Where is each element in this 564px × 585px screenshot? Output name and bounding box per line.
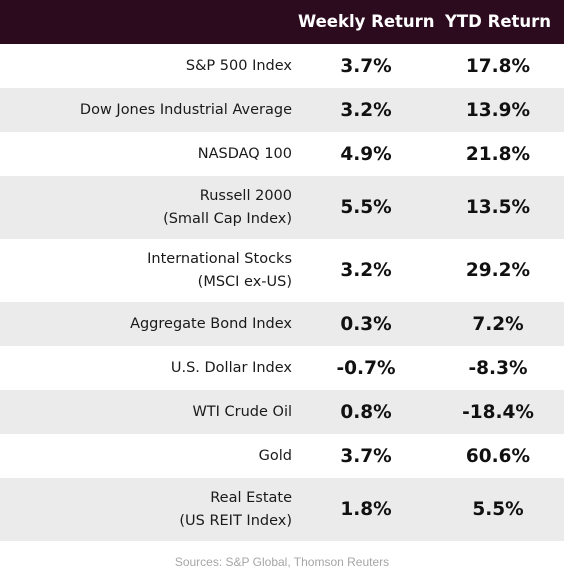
table-row: U.S. Dollar Index -0.7% -8.3% (0, 346, 564, 390)
row-label-line: Aggregate Bond Index (130, 315, 292, 332)
sources-footnote: Sources: S&P Global, Thomson Reuters (174, 555, 390, 569)
ytd-return-value: 7.2% (472, 313, 524, 335)
ytd-return-value: 21.8% (465, 143, 531, 165)
row-label: Real Estate (US REIT Index) (0, 478, 292, 541)
ytd-return-value: 29.2% (465, 260, 531, 281)
ytd-return-value: 13.9% (465, 99, 531, 121)
ytd-return-value: -18.4% (462, 401, 534, 423)
weekly-return-value: 5.5% (340, 197, 392, 218)
row-label: U.S. Dollar Index (0, 346, 292, 390)
row-label: WTI Crude Oil (0, 390, 292, 434)
table-body: S&P 500 Index 3.7% 17.8% Dow Jones Industri… (0, 44, 564, 541)
ytd-return-value: 17.8% (465, 55, 531, 77)
weekly-return-header: Weekly Return (298, 12, 435, 31)
weekly-return-value: 0.8% (340, 401, 392, 423)
row-label-line: Gold (258, 447, 292, 464)
row-label: Dow Jones Industrial Average (0, 88, 292, 132)
row-label-line: (MSCI ex-US) (197, 273, 292, 290)
row-label-line: U.S. Dollar Index (170, 359, 292, 376)
row-label-line: Russell 2000 (199, 187, 292, 204)
weekly-return-value: 1.8% (340, 499, 392, 520)
row-label: International Stocks (MSCI ex-US) (0, 239, 292, 302)
row-label: Gold (0, 434, 292, 478)
row-label: Russell 2000 (Small Cap Index) (0, 176, 292, 239)
table-row: Real Estate (US REIT Index) 1.8% 5.5% (0, 478, 564, 541)
ytd-return-value: 5.5% (472, 499, 524, 520)
weekly-return-value: 0.3% (340, 313, 392, 335)
row-label-line: NASDAQ 100 (197, 145, 292, 162)
table-row: Russell 2000 (Small Cap Index) 5.5% 13.5% (0, 176, 564, 239)
weekly-return-value: 3.7% (340, 445, 392, 467)
row-label: NASDAQ 100 (0, 132, 292, 176)
row-label-line: (Small Cap Index) (163, 210, 292, 227)
weekly-return-value: -0.7% (336, 357, 396, 379)
table-row: NASDAQ 100 4.9% 21.8% (0, 132, 564, 176)
row-label-line: International Stocks (147, 250, 292, 267)
row-label-line: Real Estate (210, 489, 292, 506)
weekly-return-value: 3.7% (340, 55, 392, 77)
ytd-return-value: 60.6% (465, 445, 531, 467)
row-label-line: (US REIT Index) (179, 512, 292, 529)
row-label-line: S&P 500 Index (185, 57, 292, 74)
table-row: Gold 3.7% 60.6% (0, 434, 564, 478)
ytd-return-header: YTD Return (444, 12, 552, 31)
table-row: WTI Crude Oil 0.8% -18.4% (0, 390, 564, 434)
table-row: S&P 500 Index 3.7% 17.8% (0, 44, 564, 88)
ytd-return-value: -8.3% (468, 357, 528, 379)
row-label: Aggregate Bond Index (0, 302, 292, 346)
row-label: S&P 500 Index (0, 44, 292, 88)
row-label-line: WTI Crude Oil (192, 403, 292, 420)
ytd-return-value: 13.5% (465, 197, 531, 218)
table-row: Aggregate Bond Index 0.3% 7.2% (0, 302, 564, 346)
table-header: Weekly Return YTD Return (0, 0, 564, 44)
table-row: International Stocks (MSCI ex-US) 3.2% 29.2… (0, 239, 564, 302)
weekly-return-value: 3.2% (340, 260, 392, 281)
weekly-return-value: 3.2% (340, 99, 392, 121)
row-label-line: Dow Jones Industrial Average (79, 101, 292, 118)
weekly-return-value: 4.9% (340, 143, 392, 165)
table-row: Dow Jones Industrial Average 3.2% 13.9% (0, 88, 564, 132)
